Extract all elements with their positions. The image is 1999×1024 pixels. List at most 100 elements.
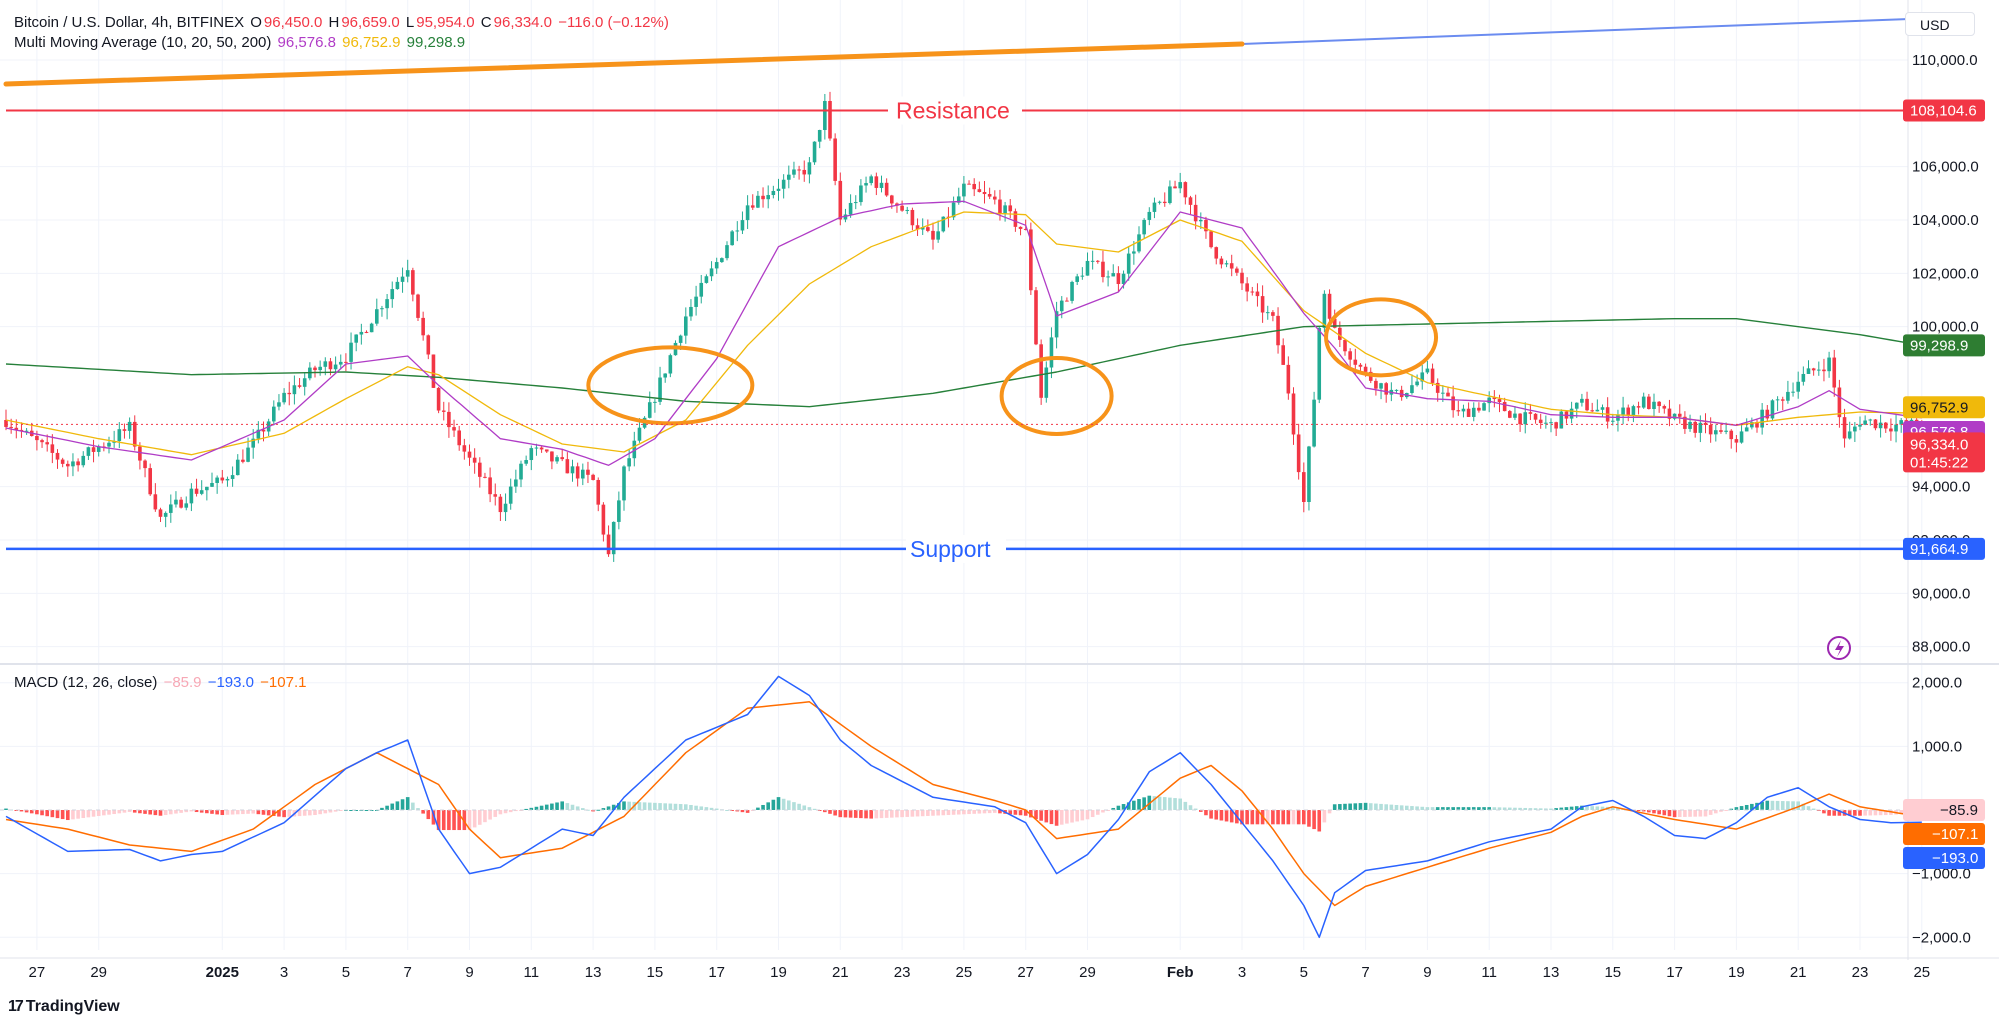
macd-histogram-bar [1162, 797, 1167, 810]
candle-body [467, 451, 472, 458]
macd-histogram-bar [977, 810, 982, 814]
macd-histogram-bar [390, 803, 395, 810]
macd-histogram-bar [1302, 810, 1306, 825]
time-tick-label: 21 [1790, 964, 1807, 981]
macd-histogram-bar [787, 800, 791, 810]
candle-body [1111, 273, 1116, 277]
candle-body [1574, 402, 1579, 409]
macd-histogram-bar [1883, 810, 1888, 816]
candle-body [205, 486, 209, 491]
candle-body [199, 490, 204, 494]
macd-histogram-bar [843, 810, 848, 818]
macd-histogram-bar [1338, 804, 1342, 810]
brand-logo[interactable]: 17 TradingView [8, 998, 120, 1016]
macd-histogram-bar [1667, 810, 1672, 817]
candle-body [1224, 263, 1229, 265]
time-tick-label: 29 [90, 964, 107, 981]
macd-histogram-bar [617, 803, 621, 810]
candle-body [71, 461, 75, 467]
macd-histogram-bar [833, 810, 837, 816]
candle-body [1714, 430, 1718, 435]
macd-histogram-bar [962, 810, 966, 815]
currency-button[interactable]: USD [1905, 12, 1975, 36]
candle-body [596, 479, 601, 505]
candle-body [1090, 260, 1095, 262]
macd-histogram-bar [1775, 800, 1780, 810]
macd-histogram-bar [426, 810, 431, 820]
support-price-badge: 91,664.9 [1910, 541, 1968, 558]
candle-body [1528, 412, 1533, 414]
macd-histogram-bar [1847, 810, 1852, 816]
candle-body [812, 141, 817, 163]
candle-body [699, 282, 704, 297]
macd-histogram-bar [1065, 810, 1069, 824]
ma50-price-badge-bg [1903, 334, 1985, 357]
macd-histogram-bar [1126, 802, 1131, 810]
macd-histogram-bar [1240, 810, 1244, 825]
macd-histogram-bar [544, 804, 549, 810]
macd-histogram-bar [1672, 810, 1677, 818]
macd-histogram-bar [1502, 807, 1507, 810]
macd-histogram-bar [158, 810, 163, 816]
candle-body [421, 317, 425, 336]
time-tick-label: 13 [1543, 964, 1560, 981]
candle-body [1142, 219, 1146, 235]
candle-body [1322, 293, 1327, 328]
macd-histogram-bar [874, 810, 879, 819]
macd-histogram-bar [1219, 810, 1224, 821]
candle-body [802, 169, 807, 175]
macd-histogram-bar [349, 810, 353, 811]
candle-body [400, 276, 405, 282]
candle-body [905, 209, 910, 211]
candle-body [272, 406, 276, 422]
candle-body [1178, 182, 1182, 189]
macd-histogram-bar [709, 807, 714, 810]
macd-histogram-bar [1307, 810, 1311, 827]
macd-signal-value: −107.1 [260, 674, 307, 691]
candle-body [447, 411, 451, 428]
macd-histogram-bar [1518, 807, 1522, 810]
time-tick-label: 15 [1604, 964, 1621, 981]
candle-body [364, 331, 369, 333]
candle-body [1199, 219, 1203, 222]
candle-body [220, 477, 225, 481]
macd-histogram-bar [972, 810, 976, 814]
macd-histogram-bar [1039, 810, 1043, 821]
macd-histogram-bar [1868, 810, 1873, 816]
candle-body [817, 129, 822, 142]
candle-body [436, 387, 441, 411]
macd-histogram-bar [1224, 810, 1229, 822]
candle-body [956, 196, 961, 203]
macd-histogram-bar [982, 810, 987, 814]
macd-histogram-bar [436, 810, 441, 831]
candle-body [1600, 407, 1605, 410]
candle-body [1837, 387, 1842, 418]
candle-body [982, 192, 987, 195]
macd-histogram-bar [1209, 810, 1213, 819]
candle-body [9, 426, 13, 428]
macd-histogram-bar [792, 802, 796, 810]
macd-histogram-bar [740, 810, 745, 813]
candle-body [4, 420, 8, 427]
macd-tick-label: −2,000.0 [1912, 929, 1971, 946]
candle-body [869, 176, 873, 184]
macd-histogram-bar [1286, 810, 1291, 825]
macd-legend: MACD (12, 26, close) −85.9 −193.0 −107.1 [14, 674, 308, 691]
macd-histogram-bar [1090, 810, 1095, 818]
candles [4, 91, 1924, 562]
time-tick-label: 13 [585, 964, 602, 981]
candle-body [668, 355, 673, 374]
macd-histogram-bar [565, 803, 570, 810]
macd-histogram-bar [256, 810, 261, 815]
candle-body [663, 373, 667, 378]
macd-histogram-bar [478, 810, 482, 825]
macd-histogram-bar [1611, 807, 1615, 810]
macd-histogram-bar [1142, 797, 1146, 810]
candle-body [1796, 381, 1800, 392]
macd-histogram-bar [1734, 807, 1739, 810]
macd-histogram-bar [859, 810, 863, 819]
macd-histogram-bar [1106, 810, 1110, 811]
time-tick-label: 27 [1017, 964, 1034, 981]
candle-body [14, 427, 19, 430]
